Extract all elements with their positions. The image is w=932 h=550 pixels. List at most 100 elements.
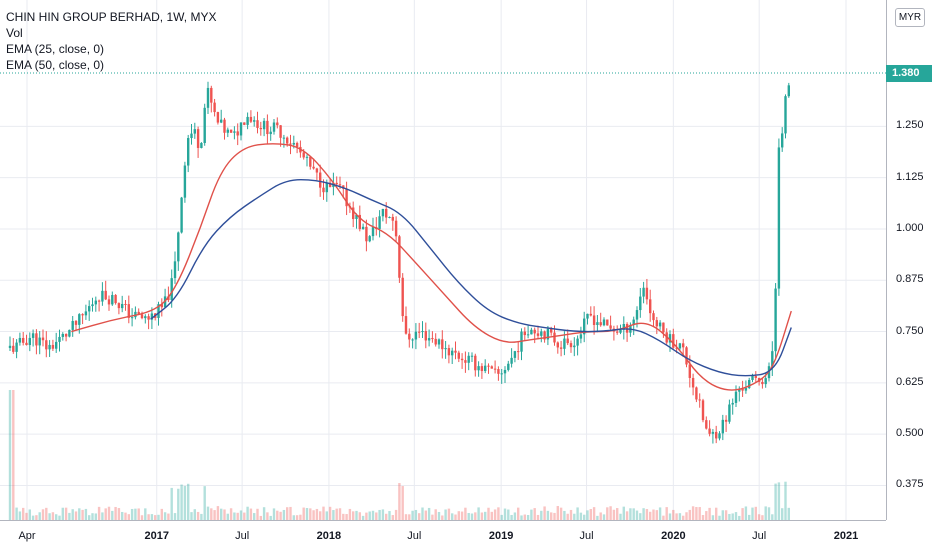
volume-bar: [507, 509, 510, 520]
candle-body: [187, 138, 190, 166]
volume-bar: [249, 508, 253, 520]
candle-body: [431, 338, 434, 340]
volume-bar: [78, 508, 81, 520]
volume-bar: [183, 485, 187, 520]
y-tick-label: 1.250: [896, 119, 924, 132]
volume-bar: [289, 506, 292, 520]
volume-bar: [134, 508, 137, 520]
candle-body: [774, 288, 777, 352]
candle-body: [457, 352, 460, 359]
volume-bar: [451, 513, 454, 520]
candle-body: [309, 156, 312, 167]
candle-body: [632, 319, 635, 325]
volume-bar: [513, 512, 517, 520]
axis-borders: [0, 0, 887, 521]
volume-bar: [25, 512, 28, 520]
volume-bar: [517, 507, 520, 520]
volume-bar: [236, 512, 239, 520]
currency-button[interactable]: MYR: [895, 8, 925, 27]
x-tick-label: 2018: [316, 530, 342, 542]
candle-body: [157, 304, 160, 318]
volume-bar: [457, 511, 460, 520]
candle-body: [474, 355, 477, 371]
volume-bar: [744, 506, 748, 520]
time-axis[interactable]: Apr 2017 Jul 2018 Jul 2019 Jul 2020 Jul 2021: [0, 520, 886, 550]
candle-body: [411, 339, 414, 341]
volume-bar: [771, 514, 774, 520]
candle-body: [121, 303, 124, 309]
volume-bar: [639, 513, 642, 520]
y-tick-label: 0.375: [896, 478, 924, 491]
candle-body: [566, 338, 569, 344]
ema-lines: [71, 143, 792, 391]
candle-body: [728, 404, 731, 422]
volume-bar: [612, 509, 616, 520]
volume-bar: [22, 507, 25, 520]
candle-body: [649, 299, 652, 314]
volume-bar: [721, 510, 724, 520]
volume-bar: [276, 510, 279, 520]
candle-body: [213, 102, 216, 113]
x-tick-label: 2017: [144, 530, 169, 542]
candle-body: [404, 316, 408, 334]
candle-body: [48, 344, 51, 350]
x-tick-label: 2020: [661, 530, 686, 542]
candle-body: [761, 381, 764, 385]
volume-bar: [388, 511, 391, 520]
volume-bar: [107, 506, 111, 520]
volume-bar: [625, 511, 629, 520]
candle-body: [183, 165, 187, 198]
volume-bar: [573, 513, 576, 520]
volume-bar: [460, 511, 464, 520]
volume-bar: [193, 509, 196, 520]
candle-body: [708, 428, 711, 434]
candle-body: [576, 338, 579, 346]
candle-body: [127, 304, 130, 318]
candle-body: [556, 342, 559, 348]
candle-body: [117, 303, 121, 309]
candle-body: [31, 333, 35, 338]
candle-body: [220, 119, 223, 123]
volume-bar: [404, 514, 408, 520]
volume-bar: [177, 488, 180, 520]
volume-bar: [728, 513, 731, 520]
volume-bar: [543, 506, 546, 520]
ema25-line: [71, 143, 792, 391]
volume-bar: [262, 507, 266, 520]
candle-body: [206, 87, 210, 108]
volume-bar: [216, 506, 220, 520]
candle-body: [513, 351, 517, 358]
candle-body: [543, 331, 546, 340]
volume-bar: [688, 509, 691, 520]
price-axis[interactable]: 1.250 1.125 1.000 0.875 0.750 0.625 0.500 0.375: [886, 0, 932, 520]
volume-bar: [662, 515, 665, 520]
volume-bar: [414, 509, 418, 520]
candle-body: [480, 366, 484, 372]
volume-bar: [259, 515, 262, 520]
chart-legend: CHIN HIN GROUP BERHAD, 1W, MYX Vol EMA (…: [6, 9, 216, 73]
volume-bar: [355, 510, 358, 520]
candle-body: [68, 329, 71, 337]
volume-bar: [668, 513, 672, 520]
volume-bar: [272, 508, 276, 520]
volume-bar: [470, 513, 474, 520]
volume-bar: [88, 515, 91, 520]
candle-body: [216, 112, 220, 123]
volume-bar: [68, 512, 71, 520]
volume-bar: [658, 507, 662, 520]
candle-body: [328, 182, 332, 188]
volume-bar: [375, 512, 378, 520]
candle-body: [754, 376, 757, 378]
candle-body: [662, 322, 665, 333]
candle-body: [477, 366, 480, 371]
candle-body: [777, 147, 781, 289]
volume-bar: [167, 513, 170, 520]
candle-body: [606, 319, 609, 326]
candle-body: [81, 314, 84, 316]
candle-body: [124, 303, 127, 305]
volume-bar: [130, 508, 134, 520]
candle-body: [282, 137, 286, 139]
candle-body: [579, 334, 583, 339]
volume-bar: [698, 507, 701, 520]
